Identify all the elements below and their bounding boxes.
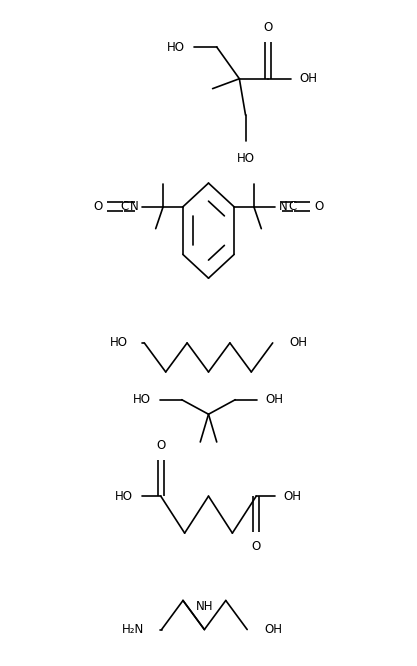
Text: HO: HO [110, 336, 128, 350]
Text: O: O [264, 21, 273, 35]
Text: C: C [289, 200, 297, 213]
Text: OH: OH [289, 336, 307, 350]
Text: O: O [156, 439, 166, 452]
Text: HO: HO [115, 490, 133, 503]
Text: OH: OH [300, 72, 318, 85]
Text: C: C [120, 200, 128, 213]
Text: O: O [94, 200, 103, 213]
Text: H₂N: H₂N [122, 623, 144, 636]
Text: OH: OH [264, 623, 282, 636]
Text: HO: HO [133, 393, 151, 406]
Text: O: O [251, 540, 261, 553]
Text: NH: NH [196, 600, 213, 613]
Text: N: N [279, 200, 287, 213]
Text: O: O [314, 200, 323, 213]
Text: HO: HO [167, 41, 185, 53]
Text: HO: HO [236, 152, 254, 165]
Text: OH: OH [266, 393, 284, 406]
Text: OH: OH [284, 490, 302, 503]
Text: N: N [130, 200, 138, 213]
